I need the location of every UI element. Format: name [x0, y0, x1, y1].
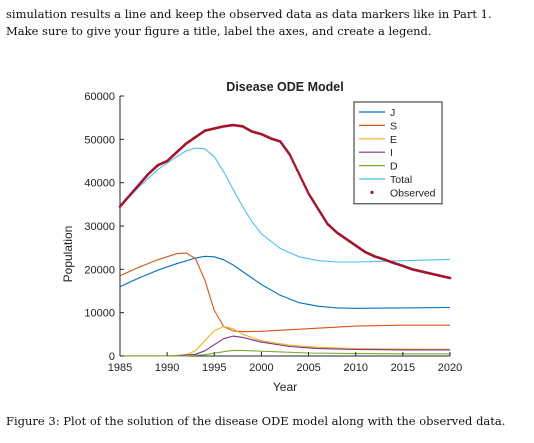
series-j-line	[119, 255, 451, 309]
chart-title: Disease ODE Model	[226, 80, 343, 94]
x-tick-label: 1995	[202, 362, 226, 374]
series-layer	[118, 123, 452, 357]
intro-paragraph: simulation results a line and keep the o…	[6, 6, 532, 40]
legend-label: S	[390, 120, 397, 132]
intro-line-2: Make sure to give your figure a title, l…	[6, 24, 432, 38]
observed-point	[300, 178, 304, 182]
x-tick-label: 2000	[249, 362, 273, 374]
observed-point	[295, 166, 298, 170]
figure-caption: Figure 3: Plot of the solution of the di…	[6, 414, 506, 428]
x-tick-label: 2010	[343, 362, 367, 374]
tick-layer: 1985 1990 1995 2000 2005 2010 2015 2020 0 10000 20…	[84, 91, 462, 374]
y-tick-label: 60000	[84, 91, 115, 103]
observed-point	[292, 161, 295, 164]
disease-ode-chart: 1985 1990 1995 2000 2005 2010 2015 2020 0 10000 20…	[61, 80, 462, 394]
observed-point	[297, 172, 301, 176]
intro-line-1: simulation results a line and keep the o…	[6, 7, 492, 21]
x-tick-label: 2020	[438, 362, 462, 374]
observed-point	[303, 184, 307, 187]
legend-label: Total	[390, 174, 412, 186]
observed-point	[302, 182, 306, 186]
observed-point	[288, 153, 292, 156]
legend-swatch-observed	[370, 190, 374, 194]
series-total-line	[119, 147, 451, 263]
observed-point	[291, 159, 294, 162]
series-s-line	[119, 252, 450, 333]
x-tick-label: 1990	[155, 362, 179, 374]
legend-label: D	[390, 161, 398, 173]
legend-label: Observed	[390, 187, 436, 199]
y-tick-label: 0	[109, 351, 115, 363]
x-axis-label: Year	[273, 380, 297, 394]
observed-point	[301, 180, 305, 184]
y-tick-label: 30000	[84, 221, 115, 233]
x-tick-label: 2005	[296, 362, 320, 374]
y-axis-label: Population	[61, 226, 75, 283]
observed-point	[448, 276, 452, 280]
legend-label: I	[390, 147, 393, 159]
observed-point	[290, 157, 293, 160]
observed-point	[298, 174, 302, 178]
y-tick-label: 50000	[84, 134, 115, 146]
observed-point	[296, 170, 300, 174]
observed-point	[295, 168, 299, 172]
legend-box	[353, 101, 443, 205]
y-tick-label: 20000	[84, 264, 115, 276]
x-tick-label: 1985	[108, 362, 132, 374]
series-e-line	[119, 325, 451, 357]
legend-label: E	[390, 134, 397, 146]
series-d-line	[119, 349, 450, 357]
observed-point	[304, 186, 308, 189]
observed-point	[289, 155, 292, 158]
observed-point	[305, 188, 308, 191]
observed-point	[299, 176, 303, 180]
observed-point	[294, 164, 297, 168]
series-i-line	[119, 335, 450, 357]
legend-label: J	[390, 107, 395, 119]
y-tick-label: 40000	[84, 178, 115, 190]
y-tick-label: 10000	[84, 308, 115, 320]
observed-point	[293, 162, 296, 166]
series-observed	[118, 123, 452, 280]
observed-point	[306, 190, 309, 193]
x-tick-label: 2015	[391, 362, 415, 374]
